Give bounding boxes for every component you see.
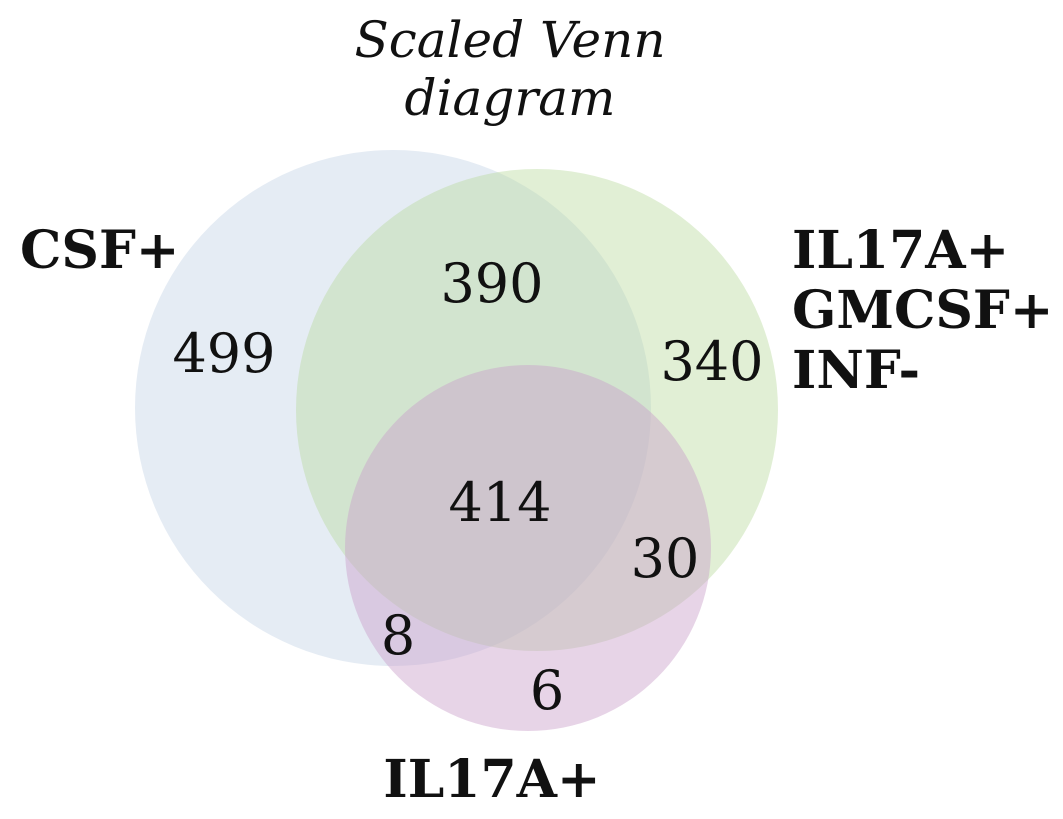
region-csf-il17: 8 [381, 604, 415, 667]
set-label-il17-gmcsf-line-1: IL17A+ [792, 220, 1009, 281]
set-label-il17-gmcsf-line-2: GMCSF+ [792, 280, 1053, 341]
set-label-il17: IL17A+ [383, 749, 600, 810]
region-only-gmcsf: 340 [660, 330, 763, 393]
set-label-il17-gmcsf-line-3: INF- [792, 340, 920, 401]
region-only-csf: 499 [172, 322, 275, 385]
region-gmcsf-il17: 30 [631, 527, 700, 590]
circle-il17-gmcsf-inf [296, 169, 778, 651]
circle-il17 [345, 365, 711, 731]
chart-title-line-2: diagram [405, 69, 616, 127]
region-only-il17: 6 [530, 659, 564, 722]
circle-csf [135, 150, 651, 666]
set-label-csf: CSF+ [20, 220, 179, 281]
region-all-three: 414 [448, 471, 551, 534]
chart-title-line-1: Scaled Venn [354, 11, 665, 69]
region-csf-gmcsf: 390 [440, 252, 543, 315]
